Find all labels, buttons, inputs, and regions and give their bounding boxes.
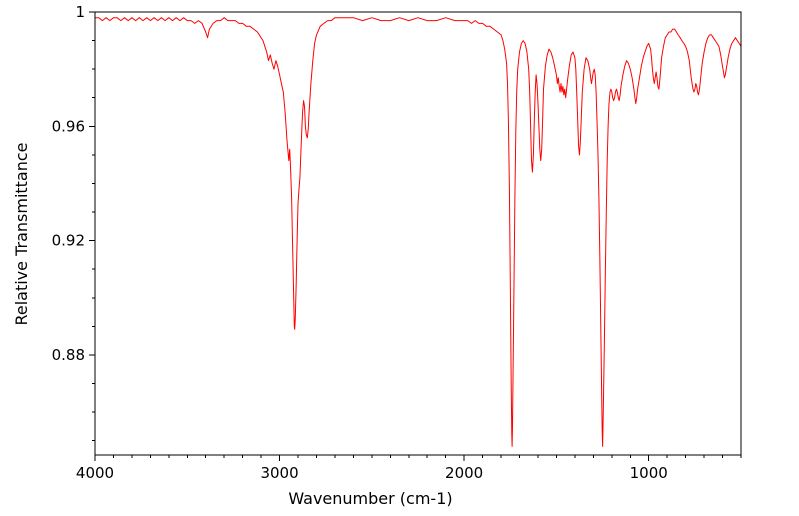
y-tick-label: 0.96	[52, 117, 85, 135]
x-tick-label: 1000	[630, 464, 668, 482]
axis-tick-labels: 4000 3000 2000 1000 1 0.96 0.92 0.88	[52, 3, 668, 482]
x-tick-label: 4000	[76, 464, 114, 482]
x-axis-label: Wavenumber (cm-1)	[288, 489, 453, 508]
axis-ticks	[89, 11, 742, 461]
y-tick-label: 1	[75, 3, 85, 21]
y-tick-label: 0.92	[52, 232, 85, 250]
y-tick-label: 0.88	[52, 346, 85, 364]
plot-frame	[94, 11, 742, 456]
spectrum-trace	[95, 17, 741, 447]
x-tick-label: 2000	[445, 464, 483, 482]
y-axis-label: Relative Transmittance	[12, 142, 31, 326]
x-tick-label: 3000	[260, 464, 298, 482]
